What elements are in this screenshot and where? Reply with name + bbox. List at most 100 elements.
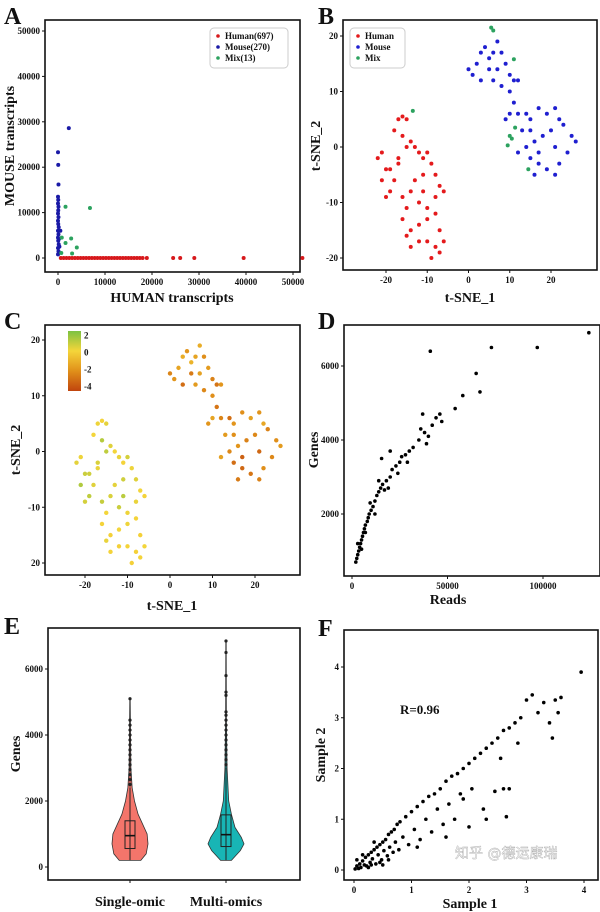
data-point [505,143,510,148]
data-point [375,493,379,498]
data-point [550,736,555,740]
data-point [507,111,512,116]
data-point [354,556,359,561]
legend-label: Mix(13) [225,53,256,63]
data-point [223,432,228,437]
data-point [424,817,428,822]
data-point [490,741,494,745]
data-point [437,250,442,255]
data-point [532,172,537,177]
data-point [116,454,122,460]
data-point [501,728,506,733]
data-point [369,850,374,855]
panel-c [42,324,301,578]
data-point [384,194,388,199]
x-tick-label: -20 [79,580,91,590]
data-point [374,862,378,866]
data-point [142,544,147,549]
data-point [359,538,364,542]
x-axis-title: t-SNE_1 [147,599,198,614]
data-point [511,78,516,83]
data-point [544,167,549,172]
data-point [82,471,88,476]
data-point [411,445,415,450]
data-point [559,695,563,700]
colorbar [68,331,81,391]
data-point [376,490,381,494]
data-point [87,493,92,499]
colorbar-tick-label: 2 [84,330,89,340]
y-tick-label: 50000 [18,26,41,36]
data-point [396,471,400,476]
data-point [392,128,397,133]
data-point [433,172,438,177]
panel-label: A [4,4,22,30]
data-point [210,376,215,382]
data-point [397,460,402,465]
legend-box [209,27,289,69]
data-point [401,835,405,839]
data-point [241,256,246,260]
data-point [108,493,113,499]
data-point [197,371,202,376]
data-point [418,427,423,431]
data-point [129,466,134,471]
watermark: 知乎 @德运康瑞 [455,845,557,862]
data-point [103,256,108,260]
y-tick-label: 20 [31,558,41,568]
data-point [513,125,518,130]
data-point [378,842,382,847]
outlier-point [224,650,228,655]
data-point [461,766,466,771]
y-tick-label: -20 [326,253,338,263]
data-point [104,538,109,543]
data-point [394,464,398,468]
data-point [484,746,489,750]
data-point [240,466,245,471]
y-tick-label: 30000 [18,117,41,127]
data-point [406,842,411,847]
data-point [516,150,520,155]
data-point [227,449,232,454]
data-point [371,504,375,509]
outlier-point [224,753,228,757]
data-point [140,256,145,260]
data-point [376,478,381,483]
data-point [59,251,64,256]
colorbar-tick-label: -2 [84,365,92,375]
data-point [408,139,413,144]
data-point [453,406,457,411]
data-point [417,239,421,244]
data-point [386,832,391,837]
data-point [540,133,545,138]
y-tick-label: 20 [31,335,41,345]
data-point [74,245,79,250]
data-point [426,434,431,439]
category-label: Single-omic [95,895,165,910]
data-point [231,460,236,465]
outlier-point [128,768,132,772]
data-point [467,825,471,829]
data-point [123,256,128,260]
data-point [378,486,383,490]
data-point [385,853,390,858]
y-tick-label: 3 [335,713,340,723]
y-axis-title: Sample 2 [314,728,329,783]
legend-label: Human [365,31,394,41]
data-point [429,256,434,260]
data-point [437,228,442,233]
data-point [474,61,479,66]
y-axis-title: MOUSE transcripts [3,85,18,206]
data-point [426,794,431,799]
data-point [509,136,514,141]
data-point [171,256,176,260]
data-point [67,256,72,260]
x-tick-label: -10 [122,580,134,590]
data-point [470,72,475,77]
data-point [412,827,417,832]
panel-e [45,627,301,883]
data-point [235,477,241,482]
data-point [78,454,83,460]
x-tick-label: 50000 [282,277,305,287]
plot-frame [47,627,301,881]
